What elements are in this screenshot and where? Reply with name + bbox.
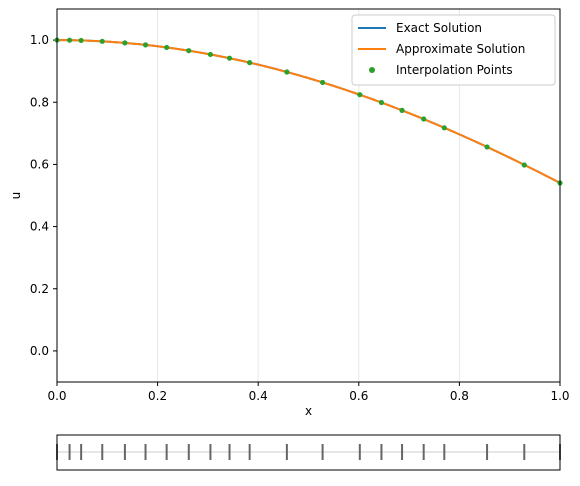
y-tick-label: 0.2 xyxy=(30,282,49,296)
interpolation-point xyxy=(357,92,363,98)
interpolation-point xyxy=(226,55,233,61)
interpolation-point xyxy=(284,69,290,75)
y-axis-ticks: 0.0 0.2 0.4 0.6 0.8 1.0 xyxy=(30,33,57,358)
interpolation-point xyxy=(122,40,128,46)
interpolation-point xyxy=(319,79,326,86)
interpolation-point xyxy=(421,116,427,122)
interpolation-point xyxy=(521,162,527,168)
x-tick-label: 0.8 xyxy=(450,389,469,403)
interpolation-point xyxy=(207,51,214,58)
x-tick-label: 1.0 xyxy=(550,389,569,403)
x-tick-label: 0.2 xyxy=(148,389,167,403)
y-tick-label: 1.0 xyxy=(30,33,49,47)
y-axis-label: u xyxy=(9,192,23,200)
x-axis-ticks: 0.0 0.2 0.4 0.6 0.8 1.0 xyxy=(47,382,570,403)
interpolation-point xyxy=(247,60,253,66)
interpolation-point xyxy=(186,48,192,54)
series-layer xyxy=(54,37,563,186)
node-strip xyxy=(56,434,561,471)
y-tick-label: 0.8 xyxy=(30,95,49,109)
interpolation-point xyxy=(142,42,149,48)
legend-label-interpolation-points: Interpolation Points xyxy=(396,63,513,77)
x-tick-label: 0.4 xyxy=(249,389,268,403)
x-tick-label: 0.6 xyxy=(349,389,368,403)
interpolation-point xyxy=(164,44,170,51)
legend-swatch-interpolation-points xyxy=(369,67,375,73)
legend-box xyxy=(351,14,556,86)
legend-label-approximate-solution: Approximate Solution xyxy=(396,42,525,56)
interpolation-point xyxy=(99,38,105,44)
interpolation-point xyxy=(378,99,385,106)
interpolation-point xyxy=(399,107,405,113)
interpolation-point xyxy=(66,37,73,43)
y-tick-label: 0.0 xyxy=(30,344,49,358)
legend-label-exact-solution: Exact Solution xyxy=(396,21,482,35)
interpolation-point xyxy=(78,37,84,44)
y-tick-label: 0.4 xyxy=(30,220,49,234)
interpolation-point xyxy=(441,125,447,131)
plot-frame xyxy=(56,8,561,383)
interpolation-point xyxy=(484,144,490,150)
series-line-approximate-solution xyxy=(56,39,561,184)
legend: Exact Solution Approximate Solution Inte… xyxy=(351,14,556,86)
strip-frame xyxy=(56,434,561,471)
y-tick-label: 0.6 xyxy=(30,157,49,171)
x-axis-label: x xyxy=(305,404,312,418)
main-plot: 0.0 0.2 0.4 0.6 0.8 1.0 0.00.20.40.60.81.0 x … xyxy=(9,8,570,418)
x-tick-label: 0.0 xyxy=(47,389,66,403)
